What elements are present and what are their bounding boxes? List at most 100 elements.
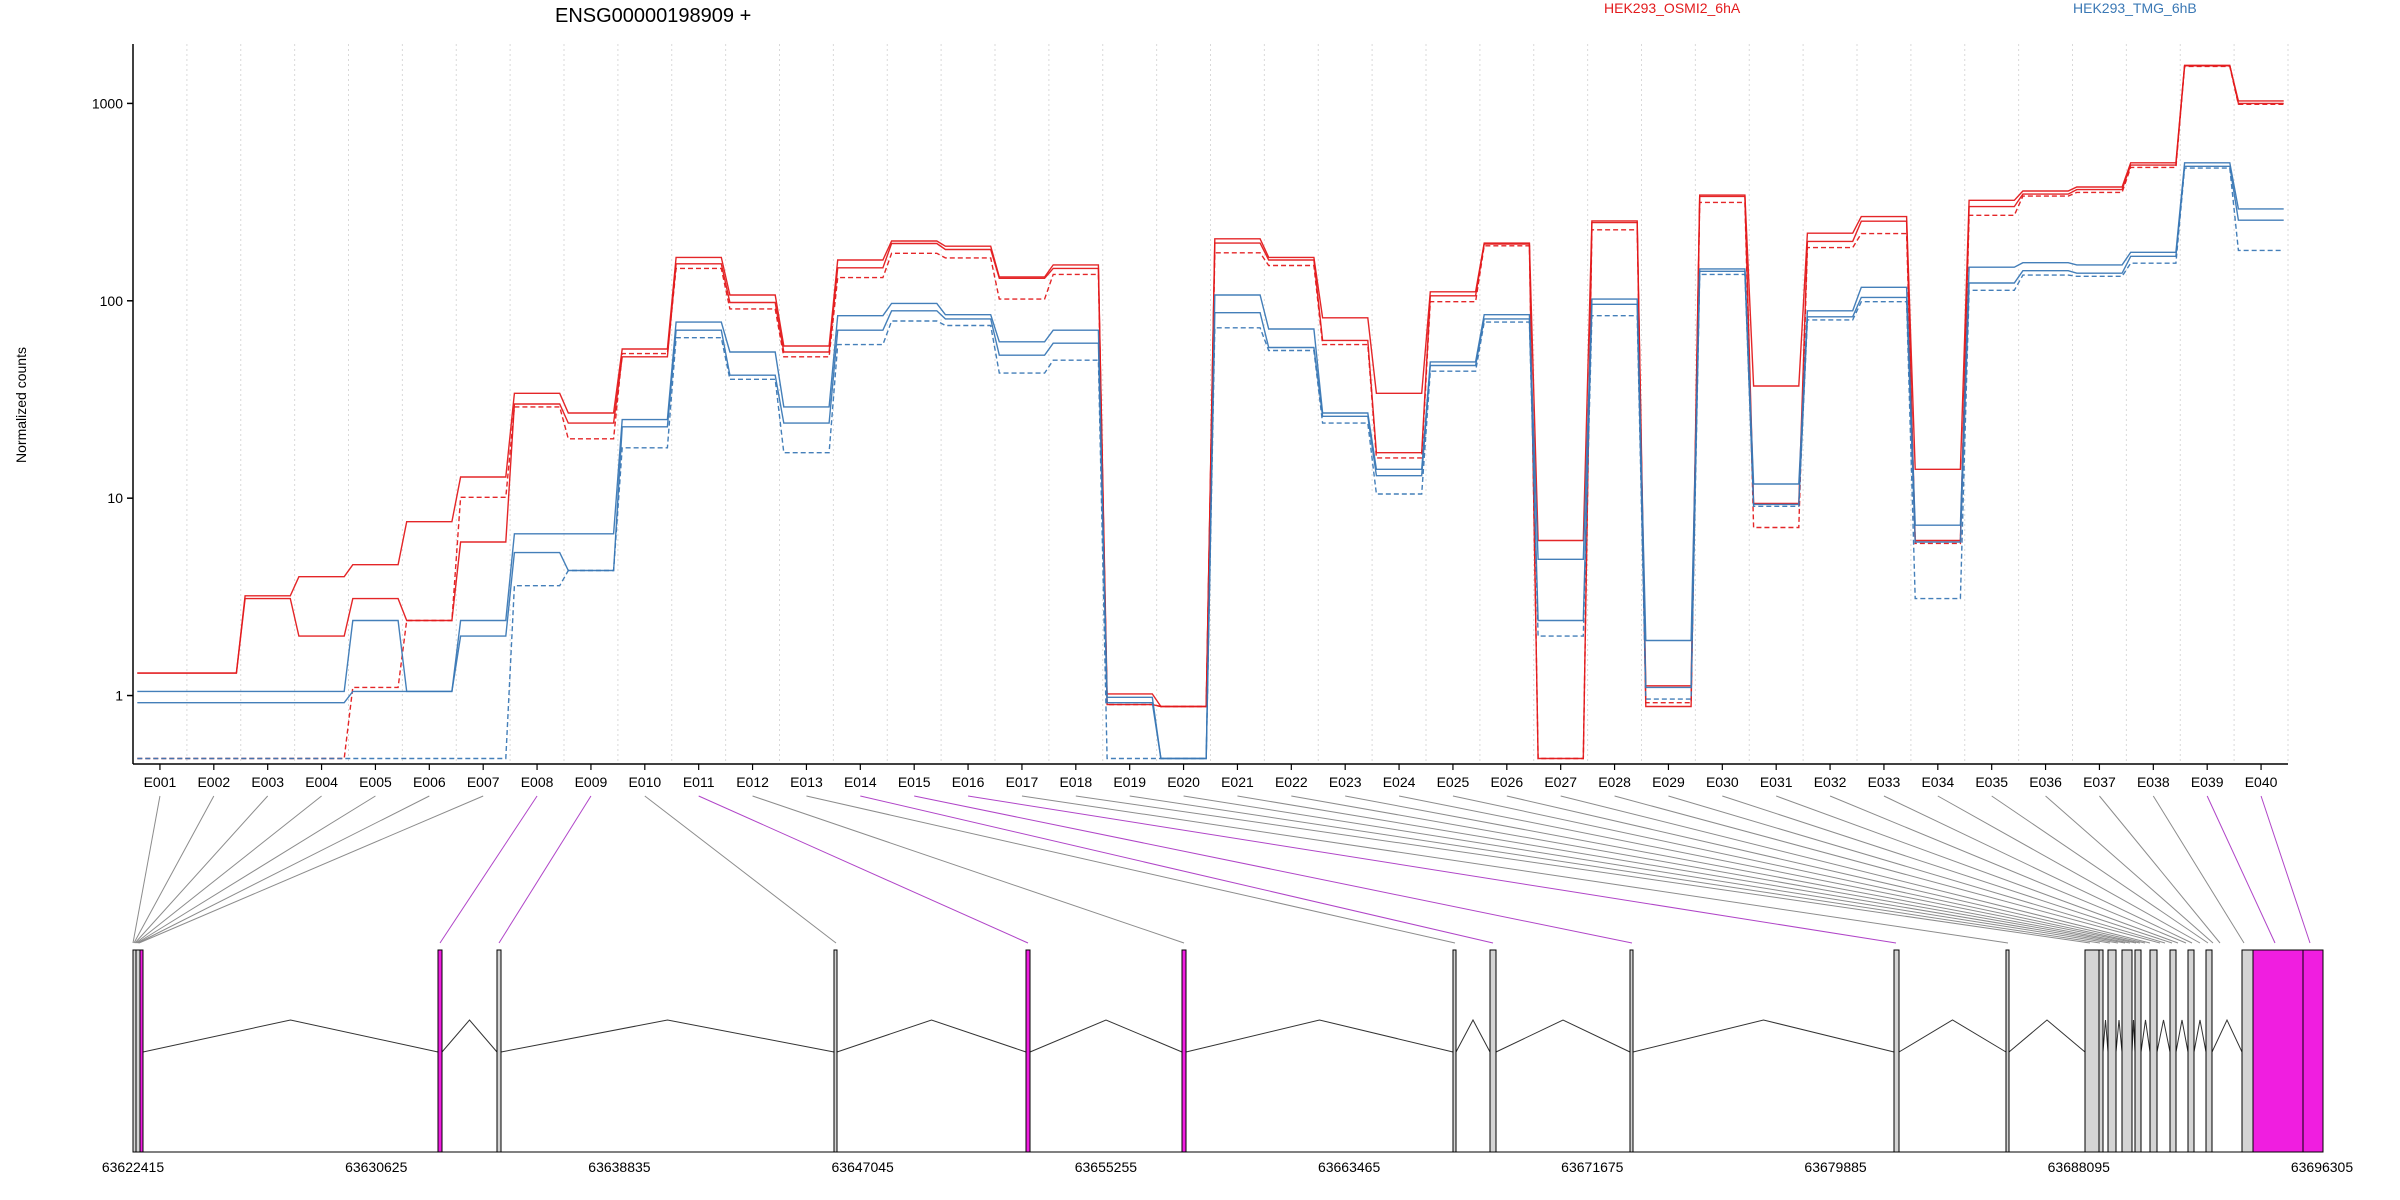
- intron-line: [142, 1019, 439, 1053]
- x-tick-label: E001: [144, 774, 177, 790]
- intron-line: [1185, 1019, 1454, 1053]
- legend-entry-tmg: HEK293_TMG_6hB: [2073, 0, 2197, 16]
- exon-connector: [2260, 795, 2311, 944]
- exon-block: [2134, 949, 2142, 1153]
- exon-block: [1629, 949, 1634, 1153]
- exon-connector: [860, 795, 1494, 944]
- series-line-3: [137, 65, 2284, 760]
- exon-connector: [1937, 795, 2201, 944]
- exon-block: [1893, 949, 1900, 1153]
- x-tick-label: E007: [467, 774, 500, 790]
- x-tick-label: E037: [2083, 774, 2116, 790]
- exon-connector: [1345, 795, 2131, 944]
- exon-connector: [1021, 795, 2009, 944]
- exon-connector: [136, 795, 376, 944]
- y-tick-label: 1: [115, 688, 123, 704]
- exon-connector: [1075, 795, 2091, 944]
- x-tick-label: E029: [1652, 774, 1685, 790]
- exon-block: [2084, 949, 2100, 1153]
- x-tick-label: E006: [413, 774, 446, 790]
- exon-block: [2107, 949, 2117, 1153]
- coordinate-tick-label: 63622415: [102, 1159, 165, 1175]
- intron-line: [2211, 1018, 2243, 1053]
- exon-connector: [498, 795, 592, 944]
- series-line-6: [137, 167, 2284, 760]
- exon-connector: [133, 795, 215, 944]
- exon-connector: [1991, 795, 2209, 944]
- x-tick-label: E040: [2245, 774, 2278, 790]
- exon-connector: [806, 795, 1456, 944]
- exon-block: [2149, 949, 2158, 1153]
- intron-line: [1495, 1019, 1631, 1053]
- intron-line: [500, 1019, 835, 1053]
- exon-block: [437, 949, 443, 1153]
- x-tick-label: E008: [521, 774, 554, 790]
- x-tick-label: E032: [1814, 774, 1847, 790]
- x-tick-label: E022: [1275, 774, 1308, 790]
- exon-connector: [698, 795, 1029, 944]
- intron-line: [441, 1019, 498, 1053]
- exon-connector: [1722, 795, 2173, 944]
- coordinate-tick-label: 63679885: [1804, 1159, 1867, 1175]
- exon-connector: [1560, 795, 2151, 944]
- x-tick-label: E017: [1006, 774, 1039, 790]
- x-tick-label: E039: [2191, 774, 2224, 790]
- coordinate-tick-label: 63688095: [2048, 1159, 2111, 1175]
- exon-block: [2098, 949, 2104, 1153]
- intron-line: [2115, 1019, 2123, 1053]
- legend-entry-osmi2: HEK293_OSMI2_6hA: [1604, 0, 1741, 16]
- coordinate-tick-label: 63638835: [588, 1159, 651, 1175]
- coordinate-tick-label: 63647045: [832, 1159, 895, 1175]
- exon-connector: [644, 795, 837, 944]
- x-tick-label: E036: [2029, 774, 2062, 790]
- exon-block: [1489, 949, 1497, 1153]
- exon-block: [2169, 949, 2177, 1153]
- x-tick-label: E002: [197, 774, 230, 790]
- exon-connector: [1129, 795, 2101, 944]
- exon-connector: [752, 795, 1185, 944]
- series-lines: [137, 64, 2284, 760]
- exon-connector: [134, 795, 269, 944]
- coordinate-tick-label: 63663465: [1318, 1159, 1381, 1175]
- x-tick-label: E020: [1167, 774, 1200, 790]
- exon-connector: [1452, 795, 2141, 944]
- x-tick-label: E011: [683, 774, 715, 790]
- exon-block: [135, 949, 141, 1153]
- exon-connector: [914, 795, 1633, 944]
- intron-line: [1455, 1018, 1491, 1053]
- x-tick-label: E015: [898, 774, 931, 790]
- exon-connector: [1183, 795, 2111, 944]
- exon-connectors: [132, 795, 2311, 944]
- x-tick-label: E026: [1490, 774, 1523, 790]
- exon-block: [1025, 949, 1031, 1153]
- exon-connector: [1237, 795, 2119, 944]
- x-tick-label: E024: [1383, 774, 1416, 790]
- y-axis-label: Normalized counts: [13, 347, 29, 463]
- exon-connector: [1506, 795, 2146, 944]
- x-tick-label: E004: [305, 774, 338, 790]
- x-tick-label: E030: [1706, 774, 1739, 790]
- exon-connector: [2206, 795, 2276, 944]
- series-line-5: [137, 165, 2284, 760]
- x-tick-label: E003: [251, 774, 284, 790]
- x-tick-label: E019: [1113, 774, 1146, 790]
- exon-connector: [1776, 795, 2179, 944]
- coordinate-tick-label: 63671675: [1561, 1159, 1624, 1175]
- x-tick-label: E028: [1598, 774, 1631, 790]
- exon-block: [1452, 949, 1457, 1153]
- axes: 1 10 100 1000 E001 E002 E003 E004 E005 E006 E007 E0…: [92, 44, 2288, 790]
- intron-line: [2175, 1019, 2189, 1053]
- exon-block: [2241, 949, 2254, 1153]
- gene-model: 63622415 63630625 63638835 63647045 63655255…: [102, 949, 2354, 1175]
- exon-block: [2187, 949, 2195, 1153]
- grid: [132, 44, 2289, 764]
- exon-block: [1181, 949, 1187, 1153]
- intron-line: [1898, 1019, 2007, 1053]
- exon-block: [139, 949, 144, 1153]
- coordinate-tick-label: 63696305: [2291, 1159, 2354, 1175]
- x-tick-label: E023: [1329, 774, 1362, 790]
- exon-block: [2302, 949, 2324, 1153]
- x-tick-label: E014: [844, 774, 877, 790]
- x-tick-label: E025: [1437, 774, 1470, 790]
